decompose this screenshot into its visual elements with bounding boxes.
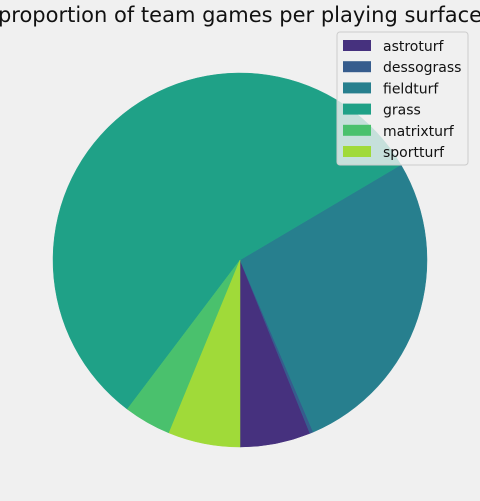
legend-label-sportturf: sportturf bbox=[383, 145, 445, 161]
legend-swatch-dessograss bbox=[343, 61, 371, 73]
chart-title: proportion of team games per playing sur… bbox=[0, 3, 480, 27]
pie-slice-grass bbox=[52, 72, 402, 410]
legend: astroturf dessograss fieldturf grass matrixt… bbox=[336, 31, 469, 166]
legend-swatch-fieldturf bbox=[343, 82, 371, 94]
pie-slice-sportturf bbox=[168, 259, 241, 448]
legend-label-dessograss: dessograss bbox=[383, 60, 461, 76]
legend-swatch-matrixturf bbox=[343, 124, 371, 136]
pie-slice-fieldturf bbox=[239, 164, 428, 433]
legend-label-astroturf: astroturf bbox=[383, 39, 444, 55]
legend-swatch-grass bbox=[343, 103, 371, 115]
legend-label-fieldturf: fieldturf bbox=[383, 81, 439, 97]
legend-label-matrixturf: matrixturf bbox=[383, 124, 455, 140]
legend-swatch-astroturf bbox=[343, 40, 371, 51]
legend-swatch-sportturf bbox=[343, 146, 371, 157]
pie-slices bbox=[52, 72, 428, 448]
legend-label-grass: grass bbox=[383, 103, 421, 119]
